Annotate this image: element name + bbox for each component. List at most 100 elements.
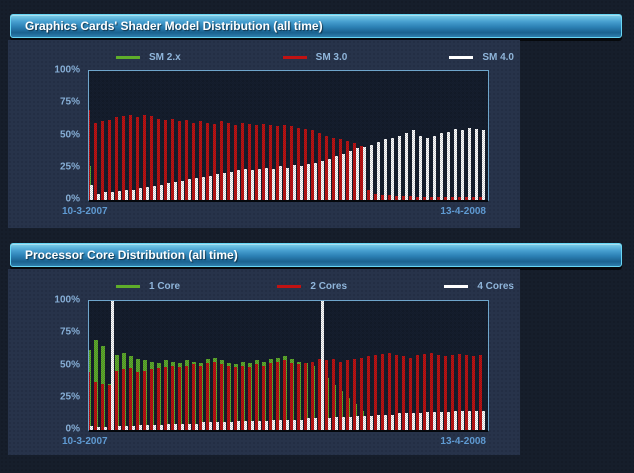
- shader-model-panel-header: Graphics Cards' Shader Model Distributio…: [10, 14, 622, 38]
- shader-model-plot-area: [88, 70, 489, 202]
- sm-3-0-bar: [297, 127, 300, 200]
- 4-cores-bar: [223, 422, 226, 430]
- bar-group: [444, 71, 451, 200]
- sm-4-0-bar: [475, 129, 478, 200]
- bar-group: [388, 71, 395, 200]
- bar-group: [458, 301, 465, 430]
- sm-4-0-bar: [440, 132, 443, 200]
- 2-cores-bar: [129, 368, 132, 430]
- sm-4-0-bar: [104, 192, 107, 200]
- y-tick-50: 50%: [59, 129, 80, 140]
- 4-cores-bar: [468, 410, 471, 430]
- 4-cores-bar: [167, 423, 170, 430]
- sm-4-0-bar: [377, 141, 380, 200]
- 4-cores-bar: [419, 413, 422, 430]
- sm-3-0-bar: [325, 135, 328, 200]
- bar-group: [255, 71, 262, 200]
- bar-group: [346, 71, 353, 200]
- sm-3-0-bar: [479, 197, 482, 200]
- bar-group: [213, 301, 220, 430]
- 4-cores-bar: [153, 424, 156, 430]
- 2-cores-bar: [388, 352, 391, 430]
- y-tick-75: 75%: [59, 96, 80, 108]
- bar-group: [262, 301, 269, 430]
- bar-group: [318, 301, 325, 430]
- bar-group: [227, 301, 234, 430]
- sm-4-0-bar: [202, 176, 205, 200]
- bar-group: [451, 71, 458, 200]
- sm-4-0-bar: [314, 162, 317, 200]
- sm-4-0-bar: [209, 175, 212, 200]
- sm-4-0-bar: [167, 183, 170, 200]
- 2-cores-bar: [472, 356, 475, 430]
- sm-3-0-bar: [185, 120, 188, 200]
- sm-3-0-bar: [171, 118, 174, 200]
- bar-group: [430, 71, 437, 200]
- 2-cores-bar: [136, 371, 139, 430]
- 2-cores-bar: [430, 352, 433, 430]
- sm-4-0-bar: [230, 171, 233, 200]
- bar-group: [472, 301, 479, 430]
- 4-cores-bar: [398, 413, 401, 430]
- bar-group: [465, 71, 472, 200]
- sm-3-0-bar: [129, 114, 132, 200]
- sm-4-0-bar: [237, 170, 240, 200]
- sm-4-0-bar: [265, 167, 268, 200]
- bar-group: [164, 301, 171, 430]
- 4-cores-bar: [426, 411, 429, 430]
- 4-cores-bar: [461, 410, 464, 430]
- sm-3-0-bar: [213, 123, 216, 200]
- 2-cores-bar: [458, 353, 461, 430]
- bar-group: [192, 301, 199, 430]
- bar-group: [381, 301, 388, 430]
- sm-4-0-bar: [391, 138, 394, 200]
- bar-group: [353, 71, 360, 200]
- 4-cores-bar: [188, 423, 191, 430]
- 4-cores-bar: [328, 418, 331, 430]
- bar-group: [423, 301, 430, 430]
- bar-group: [409, 301, 416, 430]
- sm-3-0-bar: [290, 126, 293, 200]
- 4-cores-bar: [202, 422, 205, 430]
- 4-cores-bar: [265, 420, 268, 430]
- bar-group: [185, 301, 192, 430]
- sm-3-0-bar: [89, 109, 90, 200]
- sm-3-0-bar: [374, 193, 377, 200]
- sm-4-0-bar: [251, 170, 254, 200]
- 4-cores-bar: [356, 415, 359, 430]
- bar-group: [276, 301, 283, 430]
- bar-group: [479, 301, 486, 430]
- bar-group: [129, 71, 136, 200]
- sm-4-0-bar: [321, 161, 324, 200]
- 4-cores-bar: [307, 418, 310, 430]
- sm-3-0-bar: [206, 122, 209, 200]
- sm-3-0-bar: [458, 197, 461, 200]
- 2-cores-bar: [290, 362, 293, 430]
- sm-4-0-bar: [195, 178, 198, 200]
- bar-group: [276, 71, 283, 200]
- sm-3-0-bar: [199, 121, 202, 200]
- sm-3-0-bar: [472, 197, 475, 200]
- bar-group: [311, 71, 318, 200]
- bar-group: [178, 71, 185, 200]
- 2-cores-bar: [367, 356, 370, 430]
- sm-4-0-bar: [426, 138, 429, 200]
- sm-3-0-bar: [143, 114, 146, 200]
- bar-group: [423, 71, 430, 200]
- sm-4-0-bar: [405, 132, 408, 200]
- sm-3-0-bar: [248, 123, 251, 200]
- sm-4-0-bar: [328, 158, 331, 200]
- sm-4-0-bar: [412, 130, 415, 200]
- sm-3-0-bar: [311, 130, 314, 200]
- sm-3-0-bar: [108, 120, 111, 200]
- bar-group: [409, 71, 416, 200]
- 2-cores-bar: [227, 365, 230, 430]
- 2-cores-bar: [444, 356, 447, 430]
- sm-4-0-bar: [90, 184, 93, 200]
- 4-cores-bar: [363, 415, 366, 430]
- bar-group: [318, 71, 325, 200]
- bar-group: [234, 301, 241, 430]
- bar-group: [129, 301, 136, 430]
- processor-core-y-axis: 100% 75% 50% 25% 0%: [8, 295, 84, 435]
- 4-cores-bar: [293, 419, 296, 430]
